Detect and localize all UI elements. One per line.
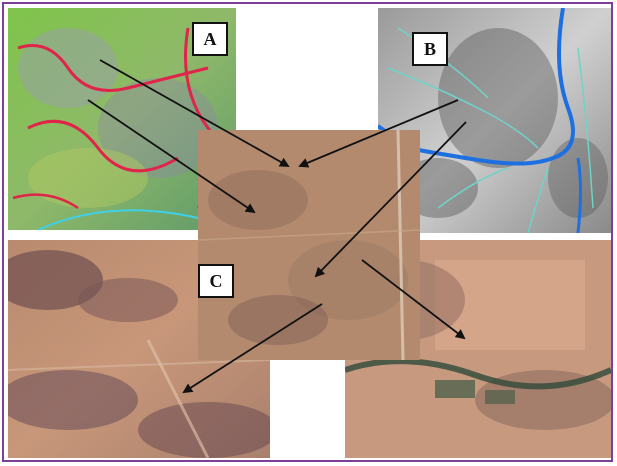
empty-gap bbox=[270, 360, 345, 458]
arrow-c-to-bottom-right bbox=[361, 259, 466, 340]
arrow-a-to-center-2 bbox=[87, 99, 256, 214]
arrow-a-to-center-1 bbox=[99, 59, 290, 167]
arrow-b-to-center-1 bbox=[298, 99, 459, 168]
label-b: B bbox=[412, 32, 448, 66]
arrow-b-to-center-2 bbox=[314, 121, 467, 278]
satellite-image-bottom-left bbox=[8, 240, 270, 458]
label-a: A bbox=[192, 22, 228, 56]
satellite-image-center bbox=[198, 130, 420, 360]
arrow-c-to-bottom-left bbox=[182, 303, 323, 394]
label-c: C bbox=[198, 264, 234, 298]
